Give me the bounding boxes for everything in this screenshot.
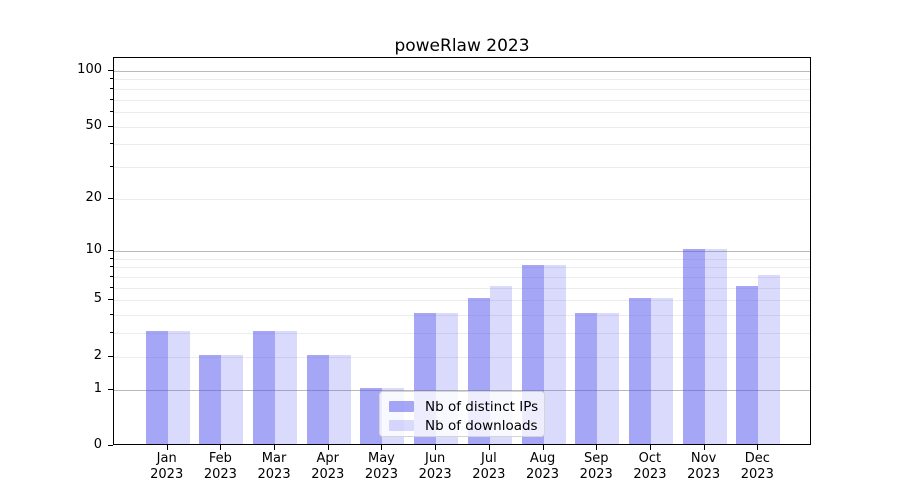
minor-gridline	[114, 111, 810, 113]
y-tick-mark	[108, 70, 113, 71]
major-gridline	[114, 389, 810, 391]
y-minor-tick-mark	[110, 110, 113, 112]
y-tick-mark	[108, 250, 113, 252]
plot-area	[113, 57, 811, 445]
bar-distinct-ips	[628, 298, 651, 444]
x-tick-label: Jul 2023	[472, 451, 506, 482]
x-tick-mark	[166, 445, 168, 450]
bar-downloads	[704, 249, 727, 444]
y-minor-tick-mark	[110, 266, 113, 268]
x-tick-label: Nov 2023	[687, 451, 721, 482]
major-gridline	[114, 71, 810, 72]
bar-downloads	[328, 354, 351, 444]
y-tick-mark	[108, 388, 113, 390]
y-minor-tick-mark	[110, 332, 113, 334]
x-tick-label: Feb 2023	[203, 451, 237, 482]
major-gridline	[114, 251, 810, 253]
y-tick-mark	[108, 445, 113, 446]
x-tick-label: Dec 2023	[740, 451, 774, 482]
minor-gridline	[114, 166, 810, 168]
bar-distinct-ips	[736, 285, 759, 444]
bar-downloads	[543, 265, 566, 444]
x-tick-mark	[220, 445, 222, 450]
y-tick-label: 50	[85, 117, 102, 133]
y-tick-label: 1	[93, 380, 102, 396]
x-tick-mark	[488, 445, 490, 450]
y-minor-tick-mark	[110, 78, 113, 80]
chart-title: poweRlaw 2023	[394, 36, 530, 56]
bar-distinct-ips	[306, 354, 329, 444]
x-tick-mark	[542, 445, 544, 450]
legend-swatch	[389, 401, 414, 412]
x-tick-label: May 2023	[364, 451, 398, 482]
bar-downloads	[650, 298, 673, 444]
legend-label: Nb of downloads	[425, 417, 538, 434]
minor-gridline	[114, 198, 810, 200]
minor-gridline	[114, 79, 810, 81]
legend-item: Nb of distinct IPs	[389, 397, 544, 416]
legend-item: Nb of downloads	[389, 416, 544, 435]
x-tick-label: Apr 2023	[311, 451, 345, 482]
bar-distinct-ips	[199, 354, 222, 444]
bar-distinct-ips	[682, 249, 705, 444]
x-tick-mark	[703, 445, 705, 450]
minor-gridline	[114, 300, 810, 302]
bar-distinct-ips	[253, 331, 276, 444]
y-minor-tick-mark	[110, 165, 113, 167]
y-minor-tick-mark	[110, 314, 113, 316]
minor-gridline	[114, 126, 810, 128]
x-tick-label: Aug 2023	[525, 451, 560, 482]
x-tick-mark	[274, 445, 276, 450]
minor-gridline	[114, 333, 810, 335]
y-minor-tick-mark	[110, 257, 113, 259]
y-minor-tick-mark	[110, 276, 113, 278]
legend-label: Nb of distinct IPs	[425, 398, 539, 415]
bar-downloads	[167, 331, 190, 444]
x-tick-mark	[649, 445, 651, 450]
y-minor-tick-mark	[110, 143, 113, 145]
bar-distinct-ips	[360, 387, 383, 444]
y-tick-mark	[108, 125, 113, 127]
minor-gridline	[114, 356, 810, 358]
y-tick-label: 10	[85, 242, 102, 258]
y-tick-label: 2	[93, 347, 102, 363]
x-tick-mark	[381, 445, 383, 450]
x-tick-label: Mar 2023	[257, 451, 291, 482]
bar-downloads	[275, 331, 298, 444]
y-tick-label: 0	[93, 437, 102, 452]
bar-downloads	[221, 354, 244, 444]
x-tick-label: Jan 2023	[150, 451, 184, 482]
minor-gridline	[114, 144, 810, 146]
y-tick-label: 5	[93, 291, 102, 307]
y-tick-mark	[108, 197, 113, 199]
y-tick-label: 20	[85, 189, 102, 205]
y-tick-mark	[108, 299, 113, 301]
x-tick-mark	[327, 445, 329, 450]
minor-gridline	[114, 99, 810, 101]
x-tick-mark	[596, 445, 598, 450]
bar-downloads	[597, 313, 620, 444]
minor-gridline	[114, 277, 810, 279]
minor-gridline	[114, 88, 810, 90]
minor-gridline	[114, 267, 810, 269]
bar-downloads	[758, 275, 781, 444]
y-minor-tick-mark	[110, 87, 113, 89]
minor-gridline	[114, 287, 810, 289]
x-tick-mark	[757, 445, 759, 450]
y-minor-tick-mark	[110, 286, 113, 288]
legend-swatch	[389, 420, 414, 431]
bar-distinct-ips	[575, 313, 598, 444]
legend: Nb of distinct IPs Nb of downloads	[379, 391, 545, 437]
x-tick-mark	[435, 445, 437, 450]
y-tick-mark	[108, 355, 113, 357]
minor-gridline	[114, 315, 810, 317]
y-minor-tick-mark	[110, 98, 113, 100]
x-tick-label: Jun 2023	[418, 451, 452, 482]
x-tick-label: Oct 2023	[633, 451, 667, 482]
minor-gridline	[114, 258, 810, 260]
bar-distinct-ips	[145, 331, 168, 444]
x-tick-label: Sep 2023	[579, 451, 613, 482]
y-tick-label: 100	[77, 62, 102, 77]
